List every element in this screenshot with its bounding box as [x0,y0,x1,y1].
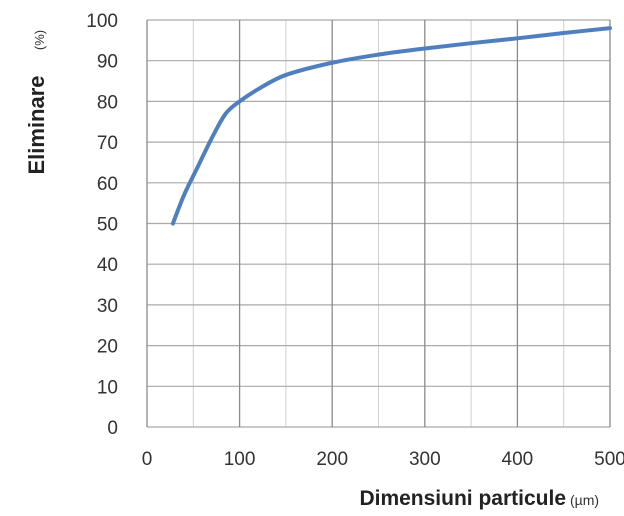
y-tick-label: 30 [97,296,118,317]
y-tick-label: 100 [86,11,118,32]
y-axis-unit: (%) [32,30,47,50]
x-axis-unit: (µm) [570,492,599,508]
series-line [170,26,612,226]
x-tick-label: 200 [316,449,348,470]
y-tick-label: 70 [97,133,118,154]
y-tick-label: 40 [97,255,118,276]
y-tick-label: 50 [97,215,118,236]
x-tick-label: 0 [142,449,153,470]
y-tick-label: 90 [97,52,118,73]
y-tick-label: 60 [97,174,118,195]
x-tick-label: 300 [409,449,441,470]
y-tick-label: 20 [97,337,118,358]
y-axis-title: Eliminare [24,75,49,174]
x-axis-title: Dimensiuni particule [359,487,566,510]
x-tick-labels: 0 100 200 300 400 500 [142,449,624,470]
x-tick-label: 500 [594,449,624,470]
y-tick-labels: 0 10 20 30 40 50 60 70 80 90 100 [86,11,118,439]
series-group [170,26,612,226]
x-tick-label: 100 [224,449,256,470]
major-grid [146,19,611,428]
y-tick-label: 0 [107,418,118,439]
x-tick-label: 400 [502,449,534,470]
y-tick-label: 80 [97,92,118,113]
y-tick-label: 10 [97,377,118,398]
